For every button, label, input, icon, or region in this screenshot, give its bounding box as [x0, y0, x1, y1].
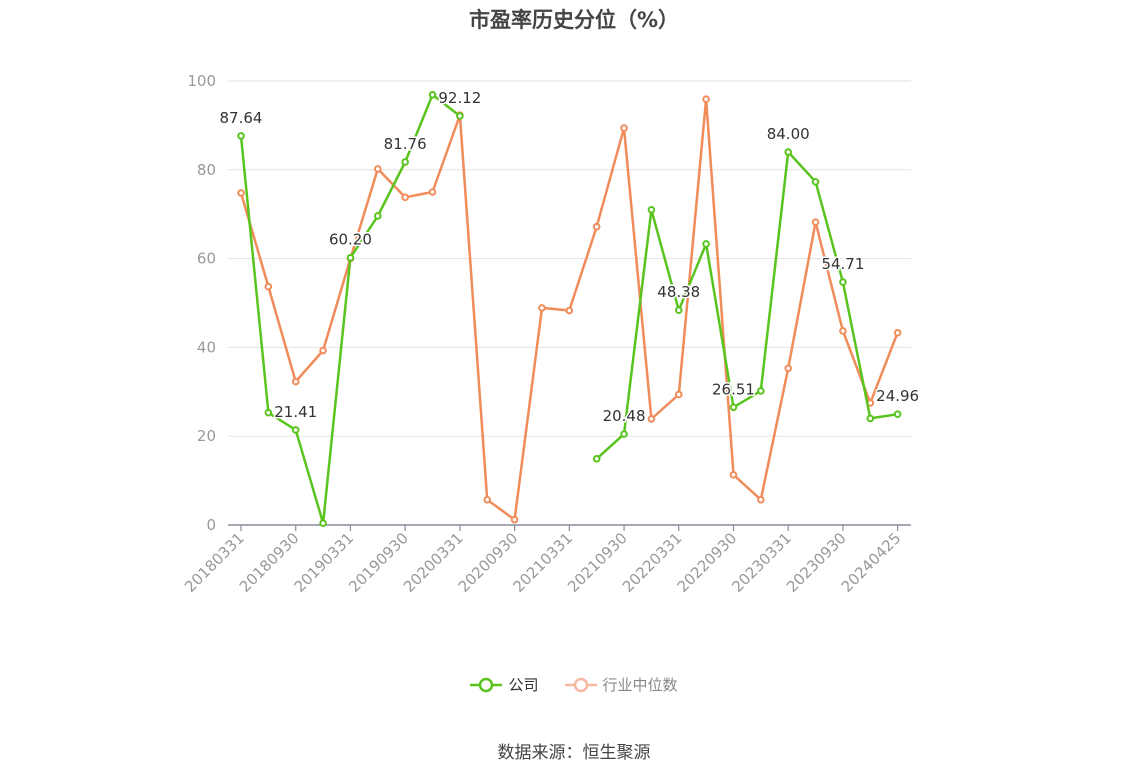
data-point-industry: [620, 124, 628, 132]
data-point-industry: [674, 390, 683, 399]
data-point-company: [674, 306, 683, 314]
data-point-industry: [592, 222, 601, 231]
data-point-company: [620, 430, 628, 438]
y-tick-label: 40: [197, 338, 216, 356]
data-label: 48.38: [657, 283, 700, 301]
data-point-company: [374, 212, 382, 220]
data-point-industry: [428, 188, 437, 196]
chart-title: 市盈率历史分位（%）: [468, 8, 680, 32]
data-point-industry: [647, 415, 656, 423]
data-label: 60.20: [329, 231, 372, 249]
data-point-industry: [401, 193, 409, 202]
data-point-industry: [565, 306, 574, 315]
legend-label-industry: 行业中位数: [602, 676, 678, 694]
data-point-industry: [483, 495, 492, 504]
data-point-industry: [839, 327, 847, 335]
x-tick-label: 20240425: [838, 529, 905, 596]
data-point-industry: [510, 515, 519, 524]
data-point-company: [784, 148, 793, 156]
data-point-company: [346, 253, 355, 262]
data-point-company: [237, 132, 245, 140]
chart-legend: 公司 行业中位数: [0, 674, 1148, 695]
data-label: 26.51: [712, 380, 755, 398]
data-point-company: [647, 205, 656, 214]
legend-item-company[interactable]: 公司: [470, 674, 539, 695]
data-point-industry: [237, 189, 245, 197]
data-point-company: [291, 426, 300, 434]
data-point-industry: [291, 377, 300, 386]
data-label: 92.12: [438, 89, 481, 107]
data-label: 87.64: [220, 109, 263, 127]
data-label: 54.71: [821, 255, 864, 273]
data-point-company: [702, 240, 710, 248]
data-point-industry: [757, 495, 765, 504]
data-point-industry: [729, 471, 738, 479]
data-point-company: [319, 519, 327, 528]
data-point-company: [592, 455, 601, 463]
data-point-company: [456, 112, 464, 120]
legend-company-marker-icon: [470, 677, 503, 692]
data-label: 20.48: [603, 407, 646, 425]
data-point-company: [839, 278, 847, 286]
data-point-industry: [374, 165, 382, 173]
y-tick-label: 20: [197, 427, 216, 445]
data-point-company: [811, 177, 820, 186]
data-source-note: 数据来源：恒生聚源: [497, 743, 651, 763]
legend-industry-marker-icon: [564, 677, 597, 692]
data-point-industry: [893, 328, 902, 337]
data-point-company: [757, 387, 765, 395]
data-point-industry: [811, 218, 820, 226]
y-tick-label: 100: [187, 72, 216, 90]
y-tick-label: 0: [206, 516, 216, 534]
data-point-company: [893, 410, 902, 418]
y-tick-label: 80: [197, 161, 216, 179]
data-point-industry: [264, 282, 273, 291]
data-label: 81.76: [384, 135, 427, 153]
data-point-industry: [319, 346, 327, 355]
data-label: 24.96: [876, 387, 919, 405]
data-point-industry: [538, 304, 546, 312]
legend-label-company: 公司: [508, 676, 539, 694]
data-point-industry: [784, 364, 793, 373]
data-point-company: [428, 90, 437, 99]
data-label: 84.00: [767, 125, 810, 143]
data-point-company: [866, 414, 875, 423]
data-label: 21.41: [274, 403, 317, 421]
data-point-company: [729, 403, 738, 412]
y-tick-label: 60: [197, 250, 216, 268]
series-line-company: [595, 150, 898, 460]
data-point-company: [401, 158, 409, 166]
data-point-industry: [702, 95, 710, 104]
data-point-company: [264, 408, 273, 417]
legend-item-industry[interactable]: 行业中位数: [564, 674, 678, 695]
